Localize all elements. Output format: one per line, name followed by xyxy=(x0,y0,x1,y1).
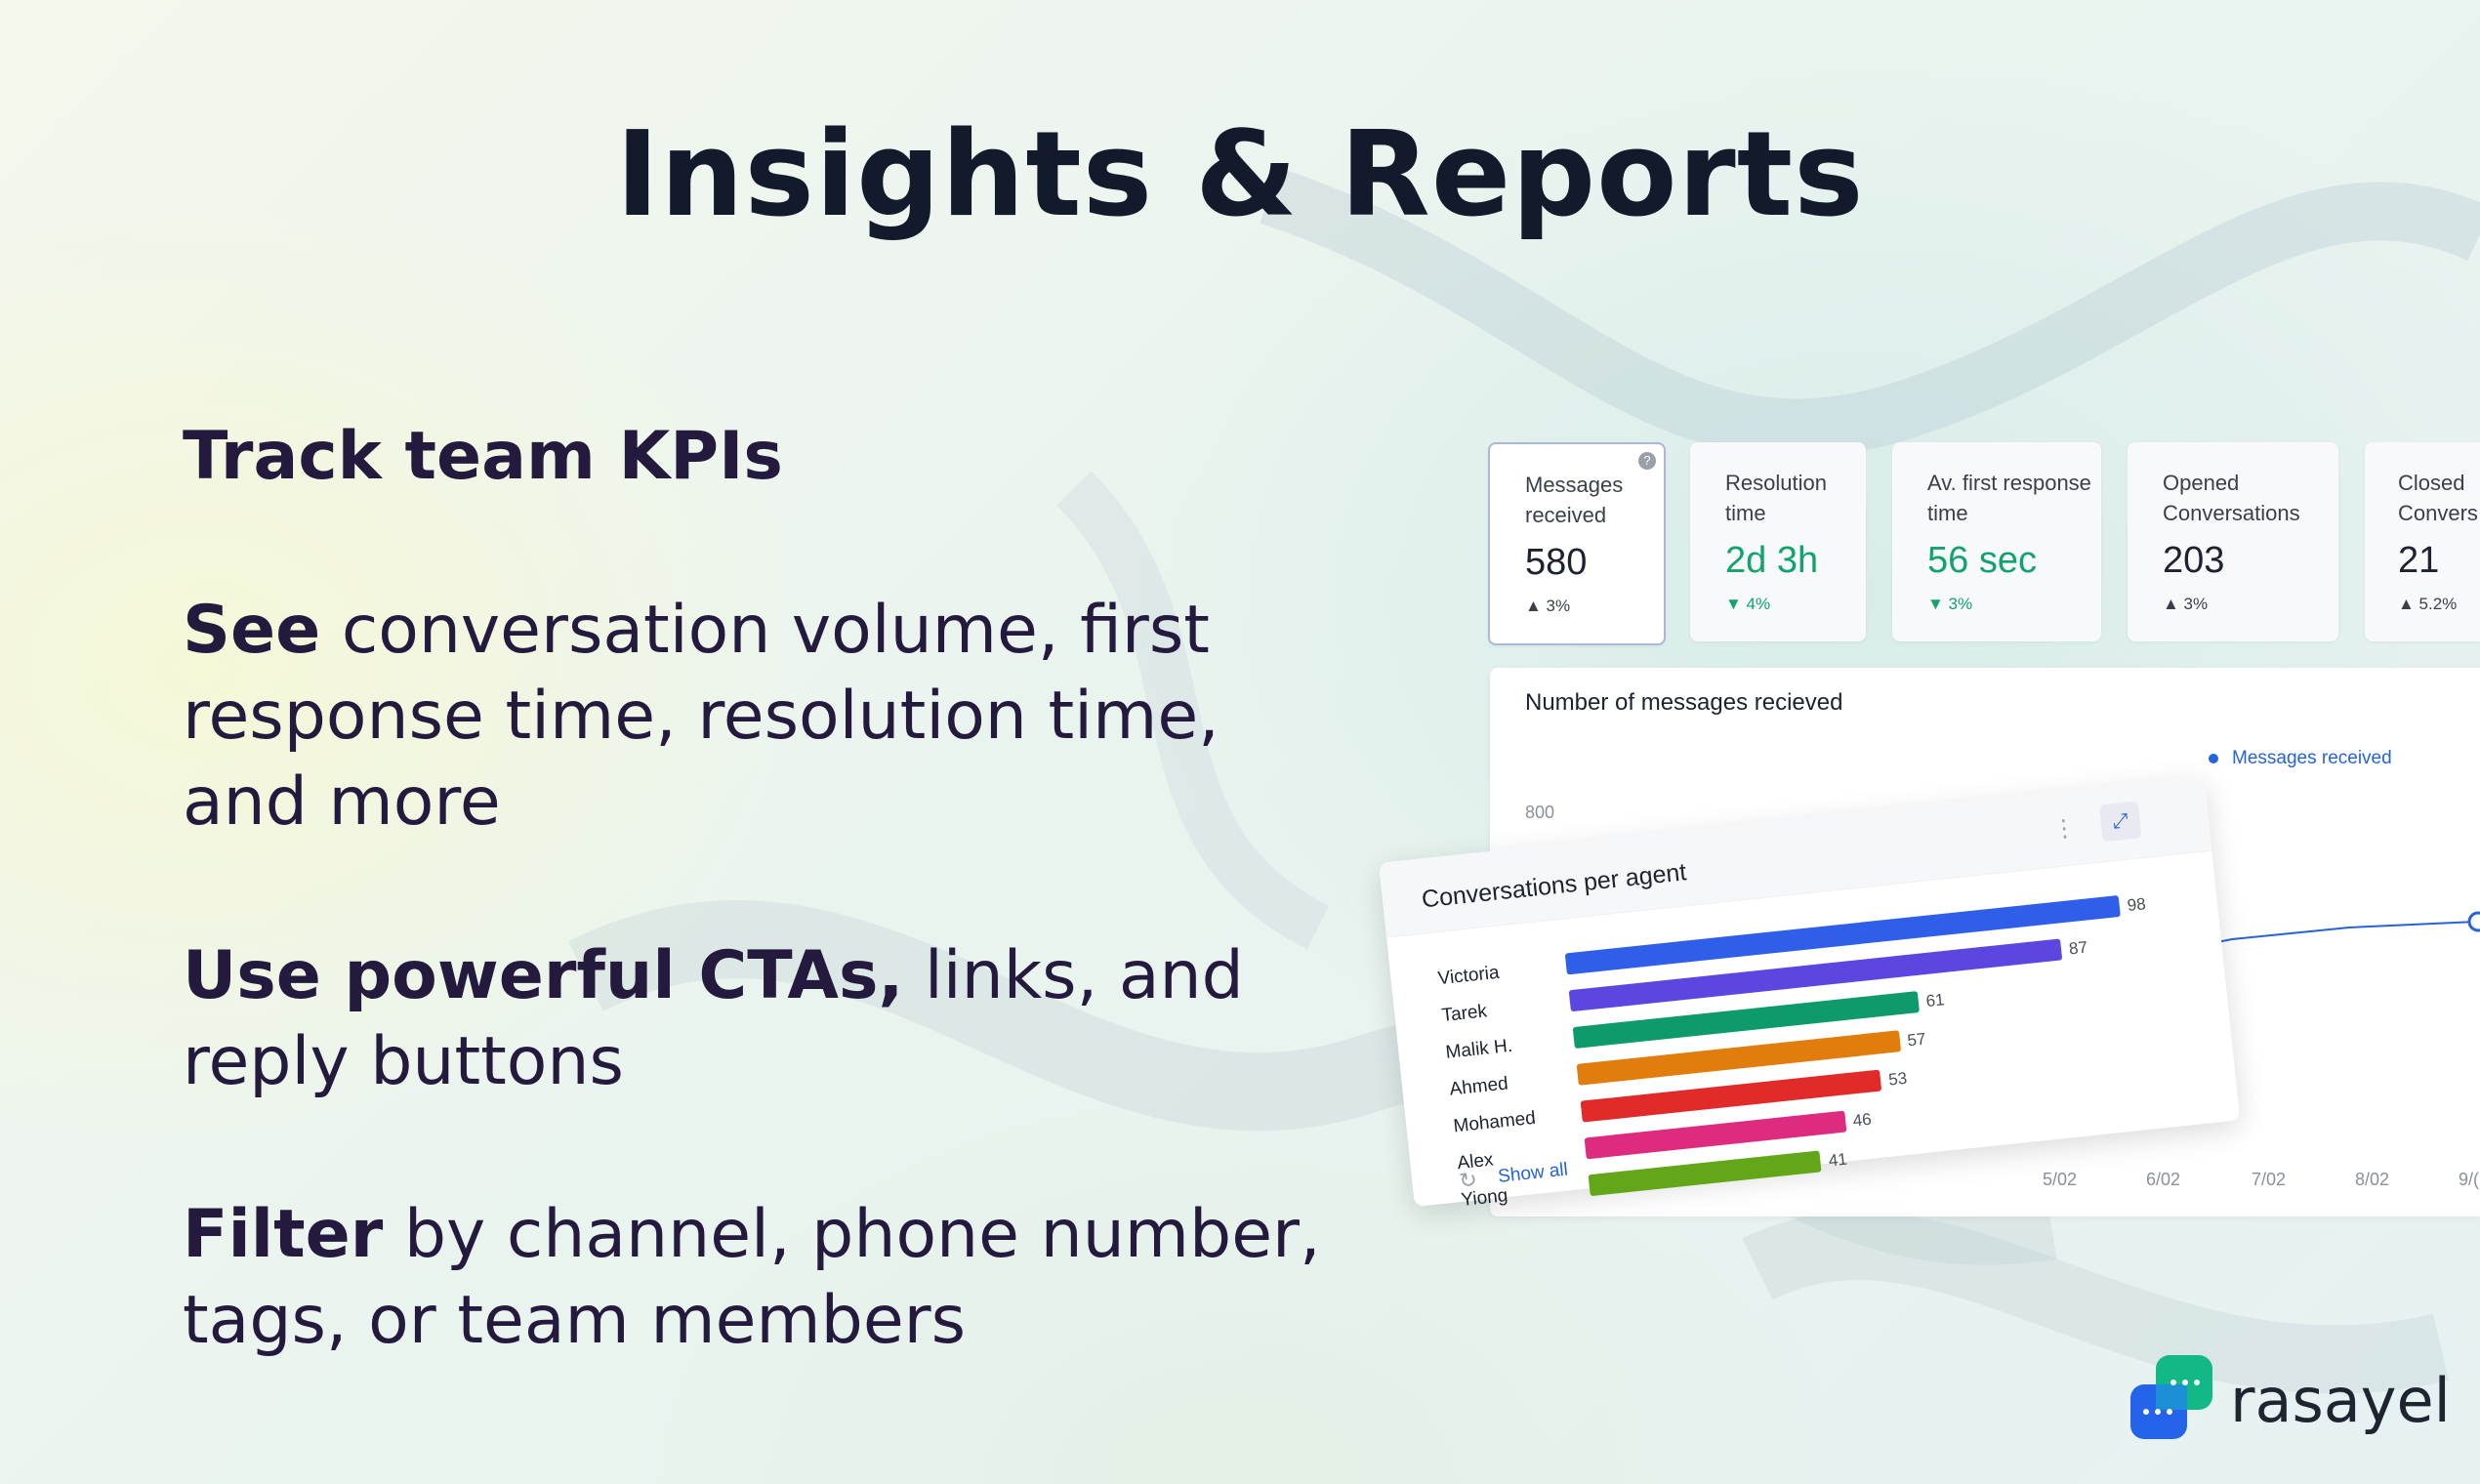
legend-label: Messages received xyxy=(2232,748,2392,768)
kpi-card-first-response[interactable]: Av. first response time 56 sec ▼ 3% xyxy=(1892,442,2101,641)
x-tick: 9/( xyxy=(2459,1170,2480,1189)
help-icon[interactable]: ? xyxy=(1638,452,1656,470)
agent-label: Victoria xyxy=(1436,962,1501,990)
x-tick: 7/02 xyxy=(2252,1170,2287,1189)
bar-value-label: 98 xyxy=(2126,894,2147,916)
show-all-link[interactable]: Show all xyxy=(1497,1159,1569,1187)
chart-legend[interactable]: Messages received xyxy=(2209,748,2392,769)
kpi-delta: ▲ 5.2% xyxy=(2398,595,2458,613)
refresh-icon[interactable]: ↻ xyxy=(1458,1167,1479,1194)
agent-label: Mohamed xyxy=(1452,1107,1537,1137)
agent-label: Malik H. xyxy=(1444,1035,1514,1063)
feature-filter: Filter by channel, phone number, tags, o… xyxy=(183,1192,1354,1364)
page-title: Insights & Reports xyxy=(615,107,1865,243)
kpi-card-messages-received[interactable]: ? Messages received 580 ▲ 3% xyxy=(1488,442,1666,645)
kpi-label: Closed Convers xyxy=(2398,471,2478,525)
feature-see-text: conversation volume, first response time… xyxy=(183,592,1219,841)
x-tick: 6/02 xyxy=(2146,1170,2181,1189)
kpi-label: Opened Conversations xyxy=(2163,471,2300,525)
feature-filter-bold: Filter xyxy=(183,1196,384,1273)
kpi-value: 56 sec xyxy=(1927,540,2037,581)
x-tick: 5/02 xyxy=(2043,1170,2078,1189)
agent-label: Ahmed xyxy=(1448,1073,1509,1100)
feature-see: See conversation volume, first response … xyxy=(183,588,1354,845)
kpi-delta: ▲ 3% xyxy=(1525,597,1571,615)
kpi-value: 21 xyxy=(2398,540,2440,581)
kpi-heading: Track team KPIs xyxy=(183,418,783,495)
agent-label: Tarek xyxy=(1440,1001,1489,1027)
line-point[interactable] xyxy=(2467,911,2480,932)
y-tick: 800 xyxy=(1525,803,1555,822)
kpi-delta: ▼ 4% xyxy=(1725,595,1771,613)
rasayel-logo-icon xyxy=(2130,1355,2212,1439)
rasayel-logo-text: rasayel xyxy=(2230,1365,2451,1436)
more-options-icon[interactable]: ⋮ xyxy=(2050,814,2078,844)
feature-ctas-text: links, and reply buttons xyxy=(183,937,1244,1100)
kpi-delta: ▼ 3% xyxy=(1927,595,1973,613)
kpi-card-resolution-time[interactable]: Resolution time 2d 3h ▼ 4% xyxy=(1690,442,1866,641)
bar-value-label: 57 xyxy=(1906,1029,1927,1051)
bar-value-label: 46 xyxy=(1851,1109,1873,1131)
kpi-card-closed-conversations[interactable]: Closed Convers 21 ▲ 5.2% xyxy=(2365,442,2480,641)
kpi-delta: ▲ 3% xyxy=(2163,595,2209,613)
feature-see-bold: See xyxy=(183,592,321,669)
bar-value-label: 87 xyxy=(2068,937,2088,959)
feature-ctas-bold: Use powerful CTAs, xyxy=(183,937,904,1014)
expand-icon[interactable]: ⤢ xyxy=(2098,801,2142,843)
kpi-label: Messages received xyxy=(1525,473,1624,527)
kpi-card-opened-conversations[interactable]: Opened Conversations 203 ▲ 3% xyxy=(2128,442,2338,641)
legend-dot-icon xyxy=(2209,753,2218,763)
feature-ctas: Use powerful CTAs, links, and reply butt… xyxy=(183,933,1354,1105)
feature-filter-text: by channel, phone number, tags, or team … xyxy=(183,1196,1321,1359)
kpi-label: Resolution time xyxy=(1725,471,1827,525)
x-tick: 8/02 xyxy=(2355,1170,2390,1189)
kpi-label: Av. first response time xyxy=(1927,471,2091,525)
kpi-value: 203 xyxy=(2163,540,2225,581)
chart-title: Number of messages recieved xyxy=(1525,689,1843,716)
bar-value-label: 61 xyxy=(1924,990,1946,1011)
kpi-value: 580 xyxy=(1525,542,1588,583)
bar-value-label: 41 xyxy=(1827,1149,1848,1171)
bar-value-label: 53 xyxy=(1887,1068,1909,1090)
kpi-value: 2d 3h xyxy=(1725,540,1819,581)
